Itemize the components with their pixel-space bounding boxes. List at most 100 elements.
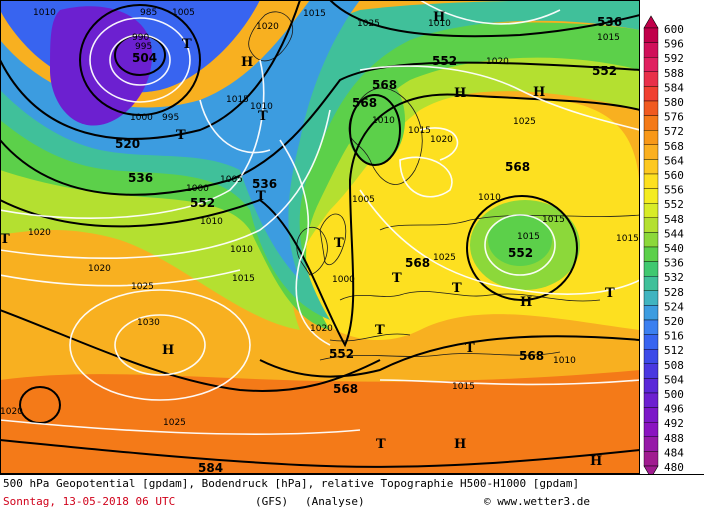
low-label: T bbox=[256, 189, 266, 204]
thickness-band-orange-south bbox=[0, 370, 640, 474]
gp-label: 552 bbox=[508, 246, 533, 260]
scale-label: 576 bbox=[664, 111, 684, 124]
gp-label: 552 bbox=[190, 196, 215, 210]
pressure-centers: H H H H H H H H T T T T T T T T T T T T bbox=[0, 10, 615, 469]
low-label: T bbox=[452, 281, 462, 296]
pressure-label: 1015 bbox=[408, 126, 431, 136]
gp-label: 584 bbox=[198, 461, 223, 474]
scale-swatch bbox=[643, 159, 659, 175]
gp-label: 568 bbox=[519, 349, 544, 363]
pressure-label: 1010 bbox=[200, 217, 223, 227]
scale-swatch bbox=[643, 129, 659, 145]
high-label: H bbox=[454, 437, 466, 452]
caption-model: (GFS) bbox=[255, 495, 289, 508]
scale-label: 552 bbox=[664, 198, 684, 211]
gp-label: 552 bbox=[432, 54, 457, 68]
high-label: H bbox=[454, 86, 466, 101]
gp-label: 568 bbox=[372, 78, 397, 92]
scale-label: 516 bbox=[664, 330, 684, 343]
geopotential-contours bbox=[0, 0, 640, 468]
scale-swatch bbox=[643, 173, 659, 189]
scale-label: 504 bbox=[664, 373, 684, 386]
pressure-label: 995 bbox=[162, 113, 179, 123]
scale-swatch bbox=[643, 217, 659, 233]
pressure-label: 1015 bbox=[452, 382, 475, 392]
caption-bar: 500 hPa Geopotential [gpdam], Bodendruck… bbox=[0, 474, 704, 513]
gp-label: 552 bbox=[592, 64, 617, 78]
pressure-label: 1020 bbox=[88, 264, 111, 274]
scale-arrow-bottom bbox=[643, 465, 659, 474]
scale-label: 584 bbox=[664, 81, 684, 94]
pressure-label: 985 bbox=[140, 8, 157, 18]
gp-label: 536 bbox=[252, 177, 277, 191]
pressure-label: 1010 bbox=[428, 19, 451, 29]
low-label: T bbox=[176, 128, 186, 143]
scale-swatch bbox=[643, 334, 659, 350]
scale-swatch bbox=[643, 305, 659, 321]
low-label: T bbox=[605, 286, 615, 301]
scale-label: 488 bbox=[664, 432, 684, 445]
scale-label: 500 bbox=[664, 388, 684, 401]
scale-label: 548 bbox=[664, 213, 684, 226]
scale-label: 528 bbox=[664, 286, 684, 299]
scale-swatch bbox=[643, 422, 659, 438]
high-label: H bbox=[241, 55, 253, 70]
scale-swatch bbox=[643, 261, 659, 277]
caption-title: 500 hPa Geopotential [gpdam], Bodendruck… bbox=[3, 477, 580, 490]
pressure-label: 1015 bbox=[517, 232, 540, 242]
gp-label: 520 bbox=[115, 137, 140, 151]
pressure-label: 1005 bbox=[220, 175, 243, 185]
gp-label: 552 bbox=[329, 347, 354, 361]
pressure-label: 1010 bbox=[553, 356, 576, 366]
map-frame bbox=[0, 0, 640, 474]
geopotential-labels: 504 520 536 552 536 568 568 552 536 552 … bbox=[115, 15, 622, 474]
scale-label: 580 bbox=[664, 96, 684, 109]
weather-map: 504 520 536 552 536 568 568 552 536 552 … bbox=[0, 0, 640, 474]
pressure-label: 1025 bbox=[357, 19, 380, 29]
scale-label: 484 bbox=[664, 446, 684, 459]
pressure-label: 1000 bbox=[332, 275, 355, 285]
scale-label: 496 bbox=[664, 403, 684, 416]
pressure-label: 995 bbox=[135, 42, 152, 52]
gp-label: 568 bbox=[333, 382, 358, 396]
scale-swatch bbox=[643, 100, 659, 116]
scale-swatch bbox=[643, 42, 659, 58]
pressure-label: 1000 bbox=[186, 184, 209, 194]
thickness-cell-east-inner bbox=[488, 214, 552, 266]
pressure-labels: 1010 1005 1020 1015 985 990 995 1000 995… bbox=[0, 8, 639, 428]
scale-label: 568 bbox=[664, 140, 684, 153]
scale-swatch bbox=[643, 86, 659, 102]
scale-swatch bbox=[643, 319, 659, 335]
pressure-label: 1000 bbox=[130, 113, 153, 123]
pressure-label: 1010 bbox=[478, 193, 501, 203]
caption-copyright[interactable]: © www.wetter3.de bbox=[484, 495, 590, 508]
high-label: H bbox=[590, 454, 602, 469]
pressure-label: 1005 bbox=[352, 195, 375, 205]
coastlines bbox=[248, 11, 640, 361]
pressure-label: 1025 bbox=[163, 418, 186, 428]
scale-swatch bbox=[643, 115, 659, 131]
high-label: H bbox=[533, 85, 545, 100]
scale-swatch bbox=[643, 436, 659, 452]
caption-date: Sonntag, 13-05-2018 06 UTC bbox=[3, 495, 176, 508]
pressure-label: 1015 bbox=[303, 9, 326, 19]
scale-swatch bbox=[643, 57, 659, 73]
low-label: T bbox=[258, 109, 268, 124]
pressure-label: 1020 bbox=[310, 324, 333, 334]
scale-label: 592 bbox=[664, 52, 684, 65]
pressure-label: 1015 bbox=[616, 234, 639, 244]
scale-swatch bbox=[643, 71, 659, 87]
gp-label: 568 bbox=[405, 256, 430, 270]
low-label: T bbox=[465, 341, 475, 356]
gp-label: 504 bbox=[132, 51, 157, 65]
pressure-label: 1025 bbox=[513, 117, 536, 127]
scale-swatch bbox=[643, 451, 659, 467]
scale-swatch bbox=[643, 144, 659, 160]
pressure-label: 1020 bbox=[430, 135, 453, 145]
low-label: T bbox=[375, 323, 385, 338]
scale-label: 512 bbox=[664, 344, 684, 357]
scale-label: 572 bbox=[664, 125, 684, 138]
scale-swatch bbox=[643, 246, 659, 262]
